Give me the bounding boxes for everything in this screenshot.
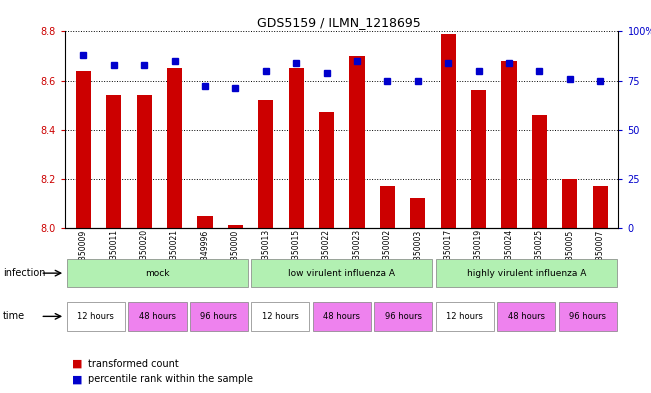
Bar: [319, 112, 334, 228]
Text: ■: ■: [72, 358, 82, 369]
Text: 12 hours: 12 hours: [447, 312, 483, 321]
Text: transformed count: transformed count: [88, 358, 178, 369]
Bar: [66, 259, 248, 287]
Bar: [501, 61, 517, 228]
Bar: [128, 302, 187, 331]
Bar: [497, 302, 555, 331]
Bar: [167, 68, 182, 228]
Text: 48 hours: 48 hours: [324, 312, 360, 321]
Bar: [562, 179, 577, 228]
Text: 12 hours: 12 hours: [77, 312, 115, 321]
Bar: [436, 259, 617, 287]
Text: 96 hours: 96 hours: [385, 312, 422, 321]
Text: 48 hours: 48 hours: [139, 312, 176, 321]
Bar: [76, 71, 91, 228]
Bar: [350, 56, 365, 228]
Text: low virulent influenza A: low virulent influenza A: [288, 269, 395, 277]
Bar: [228, 226, 243, 228]
Bar: [137, 95, 152, 228]
Text: 96 hours: 96 hours: [201, 312, 238, 321]
Text: 48 hours: 48 hours: [508, 312, 545, 321]
Text: percentile rank within the sample: percentile rank within the sample: [88, 374, 253, 384]
Bar: [312, 302, 371, 331]
Bar: [374, 302, 432, 331]
Text: 12 hours: 12 hours: [262, 312, 299, 321]
Bar: [106, 95, 121, 228]
Bar: [251, 259, 432, 287]
Bar: [251, 302, 309, 331]
Text: GDS5159 / ILMN_1218695: GDS5159 / ILMN_1218695: [256, 16, 421, 29]
Bar: [380, 186, 395, 228]
Text: infection: infection: [3, 268, 46, 278]
Bar: [410, 198, 425, 228]
Bar: [258, 100, 273, 228]
Bar: [66, 302, 125, 331]
Text: ■: ■: [72, 374, 82, 384]
Text: mock: mock: [145, 269, 169, 277]
Text: time: time: [3, 311, 25, 321]
Bar: [559, 302, 617, 331]
Text: 96 hours: 96 hours: [569, 312, 606, 321]
Bar: [592, 186, 608, 228]
Bar: [288, 68, 304, 228]
Bar: [436, 302, 494, 331]
Bar: [189, 302, 248, 331]
Bar: [441, 34, 456, 228]
Bar: [532, 115, 547, 228]
Bar: [471, 90, 486, 228]
Bar: [197, 216, 213, 228]
Text: highly virulent influenza A: highly virulent influenza A: [467, 269, 586, 277]
